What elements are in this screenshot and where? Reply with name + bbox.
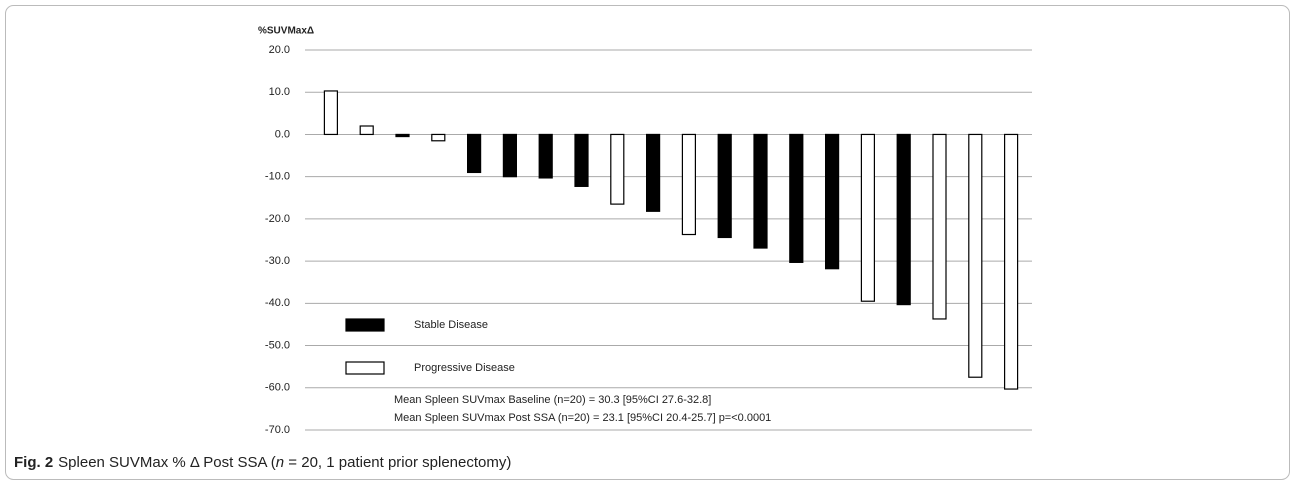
bar — [681, 133, 697, 236]
annotation: Mean Spleen SUVmax Baseline (n=20) = 30.… — [394, 394, 711, 406]
bar — [824, 133, 840, 270]
caption-label: Fig. 2 — [14, 454, 53, 471]
bar — [789, 133, 804, 263]
y-tick-label: -30.0 — [265, 255, 290, 267]
y-tick-label: 0.0 — [275, 128, 290, 140]
legend-swatch — [345, 318, 385, 332]
y-axis-title: %SUVMaxΔ — [258, 26, 314, 37]
caption-text: = 20, 1 patient prior splenectomy) — [284, 454, 511, 471]
frame — [5, 5, 1290, 480]
bar — [538, 133, 553, 179]
legend-label: Stable Disease — [414, 319, 488, 331]
bar — [717, 133, 732, 239]
bar — [395, 133, 410, 138]
bar — [610, 133, 625, 205]
bar — [431, 133, 446, 142]
legend-swatch — [345, 361, 385, 375]
y-tick-label: -60.0 — [265, 382, 290, 394]
legend-label: Progressive Disease — [414, 362, 515, 374]
caption-italic: n — [276, 454, 284, 471]
y-tick-label: -70.0 — [265, 424, 290, 436]
caption: Fig. 2 Spleen SUVMax % Δ Post SSA (n = 20… — [14, 454, 511, 471]
y-tick-label: 20.0 — [269, 44, 290, 56]
bar — [932, 133, 947, 320]
bar — [574, 133, 589, 187]
bar — [1003, 133, 1019, 390]
bar — [753, 133, 768, 249]
y-tick-label: -20.0 — [265, 213, 290, 225]
bar — [968, 133, 983, 378]
y-tick-label: -50.0 — [265, 339, 290, 351]
y-tick-label: -10.0 — [265, 171, 290, 183]
annotation: Mean Spleen SUVmax Post SSA (n=20) = 23.… — [394, 412, 771, 424]
bar — [467, 133, 482, 174]
bar — [896, 133, 911, 306]
bar — [645, 133, 661, 212]
bar — [323, 90, 338, 136]
caption-text: Spleen SUVMax % Δ Post SSA ( — [58, 454, 276, 471]
y-tick-label: -40.0 — [265, 297, 290, 309]
bar — [860, 133, 876, 302]
y-tick-label: 10.0 — [269, 86, 290, 98]
bar — [359, 125, 374, 136]
bar — [502, 133, 517, 178]
